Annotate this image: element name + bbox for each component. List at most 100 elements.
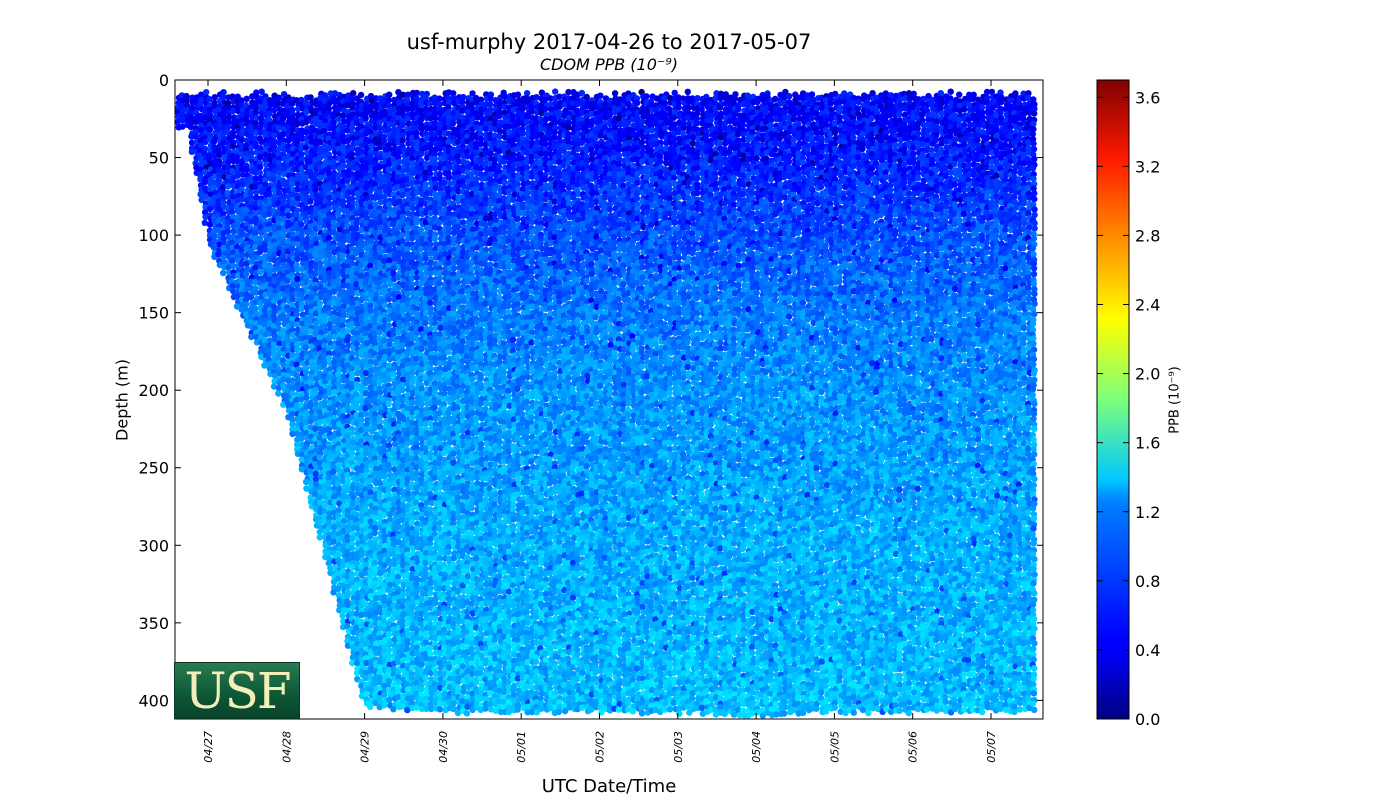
data-point — [404, 291, 410, 297]
data-point — [294, 346, 300, 352]
data-point — [437, 485, 443, 491]
data-point — [427, 651, 433, 657]
data-point — [409, 604, 415, 610]
data-point — [427, 326, 433, 332]
data-point — [307, 198, 313, 204]
data-points — [174, 88, 1038, 718]
data-point — [335, 576, 341, 582]
data-point — [367, 484, 373, 490]
data-point — [271, 132, 277, 138]
data-point — [326, 235, 332, 241]
data-point — [244, 166, 250, 172]
data-point — [441, 450, 447, 456]
data-point — [413, 704, 419, 710]
data-point — [308, 379, 314, 385]
data-point — [367, 704, 373, 710]
data-point — [340, 238, 346, 244]
data-point — [450, 120, 456, 126]
data-point — [427, 271, 433, 277]
data-point — [340, 163, 346, 169]
data-point — [248, 294, 254, 300]
data-point — [404, 226, 410, 232]
data-point — [400, 342, 406, 348]
data-point — [312, 426, 318, 432]
data-point — [446, 364, 452, 370]
data-point — [446, 609, 452, 615]
data-point — [445, 349, 451, 355]
data-point — [404, 641, 410, 647]
data-point — [234, 173, 240, 179]
data-point — [446, 174, 452, 180]
data-point — [432, 600, 438, 606]
data-point — [253, 109, 259, 115]
data-point — [335, 551, 341, 557]
data-point — [381, 512, 387, 518]
data-point — [354, 341, 360, 347]
data-point — [289, 411, 295, 417]
data-point — [377, 119, 383, 125]
data-point — [386, 631, 392, 637]
data-point — [261, 362, 267, 368]
data-point — [358, 227, 364, 233]
data-point — [418, 101, 424, 107]
data-point — [427, 545, 433, 551]
data-point — [303, 344, 309, 350]
data-point — [386, 376, 392, 382]
data-point — [326, 355, 332, 361]
data-point — [349, 430, 355, 436]
data-point — [418, 117, 424, 123]
data-point — [437, 145, 443, 151]
data-point — [230, 133, 236, 139]
data-point — [211, 138, 217, 144]
data-point — [436, 410, 442, 416]
data-point — [386, 401, 392, 407]
data-point — [362, 506, 368, 512]
data-point — [372, 530, 378, 536]
data-point — [422, 675, 428, 681]
data-point — [335, 211, 341, 217]
data-point — [400, 137, 406, 143]
data-point — [395, 274, 401, 280]
data-point — [344, 178, 350, 184]
data-point — [409, 560, 415, 566]
data-point — [339, 613, 345, 619]
data-point — [445, 579, 451, 585]
data-point — [312, 187, 318, 193]
data-point — [432, 236, 438, 242]
data-point — [303, 395, 309, 401]
data-point — [376, 164, 382, 170]
data-point — [381, 702, 387, 708]
data-point — [271, 107, 277, 113]
data-point — [436, 280, 442, 286]
data-point — [340, 253, 346, 259]
data-point — [275, 320, 281, 326]
data-point — [293, 311, 299, 317]
data-point — [202, 179, 208, 185]
data-point — [455, 314, 461, 320]
data-point — [276, 190, 282, 196]
data-point — [404, 441, 410, 447]
data-point — [400, 122, 406, 128]
data-point — [349, 375, 355, 381]
data-point — [312, 286, 318, 292]
data-point — [220, 270, 226, 276]
data-point — [326, 206, 332, 212]
data-point — [386, 697, 392, 703]
data-point — [349, 545, 355, 551]
data-point — [427, 300, 433, 306]
data-point — [340, 113, 346, 119]
data-point — [376, 329, 382, 335]
data-point — [317, 394, 323, 400]
data-point — [437, 706, 443, 712]
data-point — [289, 246, 295, 252]
data-point — [432, 615, 438, 621]
data-point — [207, 206, 213, 212]
data-point — [413, 219, 419, 225]
data-point — [275, 390, 281, 396]
data-point — [419, 401, 425, 407]
data-point — [418, 662, 424, 668]
data-point — [386, 451, 392, 457]
data-point — [409, 369, 415, 375]
data-point — [257, 269, 263, 275]
data-point — [367, 668, 373, 674]
